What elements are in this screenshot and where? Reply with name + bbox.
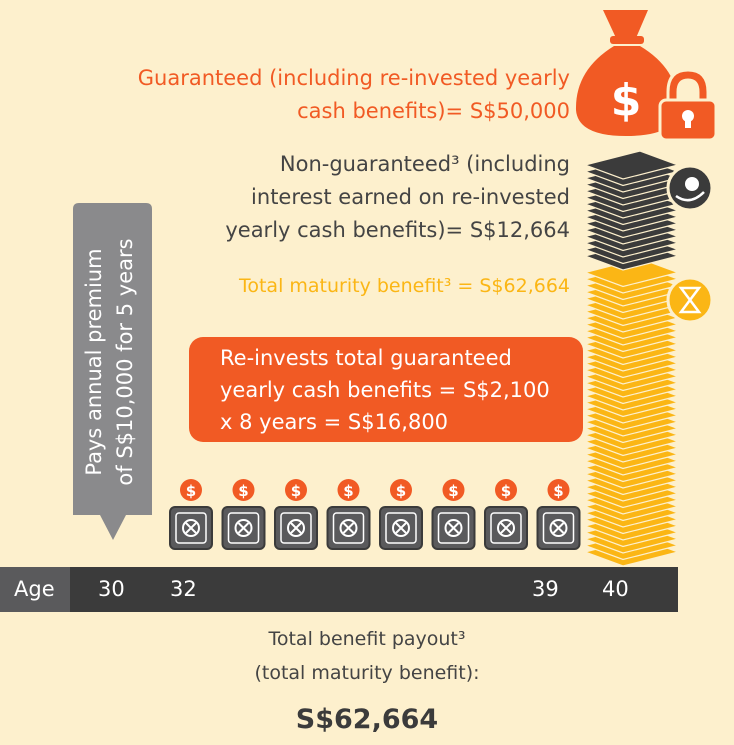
text-line: of S$10,000 for 5 years [113, 238, 137, 486]
coin [442, 479, 465, 501]
text-line: Total benefit payout³ [268, 628, 466, 650]
age: 39 [532, 577, 559, 601]
safe-cross [237, 522, 250, 534]
safe-dial [549, 519, 568, 537]
timeline-label-bg [0, 567, 70, 612]
safe-cross [185, 522, 197, 534]
safe-dial [497, 519, 515, 537]
premium-tag [73, 203, 152, 540]
timeline-bar [0, 567, 678, 612]
age: 30 [98, 577, 125, 601]
safe-cross [342, 522, 355, 534]
dark-layer [582, 150, 681, 180]
safe-door [280, 512, 312, 544]
safe-cross [290, 522, 302, 534]
age: 32 [170, 577, 197, 601]
safes: $ $ $ $ $ $ $ $ [169, 479, 581, 550]
coin-symbol: $ [291, 482, 301, 500]
coin-symbol: $ [186, 482, 196, 500]
safe-cross [447, 522, 460, 534]
text-line: cash benefits)= S$50,000 [297, 99, 570, 123]
safe-dial [444, 519, 463, 537]
coin-symbol: $ [396, 482, 406, 500]
age-label: Age [14, 577, 55, 601]
premium-text: Pays annual premium of S$10,000 for 5 ye… [79, 212, 141, 512]
text-line: yearly cash benefits)= S$12,664 [225, 218, 570, 242]
safe-cross [552, 522, 565, 534]
reinvest-box [189, 337, 583, 442]
coin [285, 479, 307, 501]
safe-cross [395, 522, 407, 534]
text-line: Re-invests total guaranteed [220, 346, 512, 370]
coin [390, 479, 412, 501]
safe-door [490, 512, 522, 544]
bag-symbol: $ [611, 75, 642, 126]
text-line: interest earned on re-invested [251, 185, 570, 209]
safe-door [175, 512, 207, 544]
hourglass-icon [666, 276, 714, 324]
guaranteed-text: Guaranteed (including re-invested yearly… [138, 62, 570, 128]
text-line: Pays annual premium [82, 248, 106, 476]
safe-door [332, 512, 365, 544]
coin [495, 479, 517, 501]
safe-dial [234, 519, 253, 537]
safe-cross [500, 522, 512, 534]
safe-dial [392, 519, 410, 537]
coin [547, 479, 570, 501]
safe-dial [339, 519, 358, 537]
text-line: x 8 years = S$16,800 [220, 410, 449, 434]
footer-text: Total benefit payout³ (total maturity be… [0, 622, 734, 690]
money-bag [575, 10, 718, 142]
total-maturity-text: Total maturity benefit³ = S$62,664 [238, 275, 570, 297]
footer-amount: S$62,664 [295, 704, 439, 735]
text-line: yearly cash benefits = S$2,100 [220, 378, 550, 402]
safe-door [385, 512, 417, 544]
non-guaranteed-text: Non-guaranteed³ (including interest earn… [225, 148, 570, 247]
safe-door [227, 512, 260, 544]
coin-symbol: $ [448, 482, 458, 500]
benefit-stack [582, 150, 681, 567]
coin-symbol: $ [501, 482, 511, 500]
safe-door [542, 512, 575, 544]
safe-dial [287, 519, 305, 537]
safe-door [437, 512, 470, 544]
coin [180, 479, 202, 501]
hand-coin-icon [666, 164, 714, 212]
reinvest-text: Re-invests total guaranteed yearly cash … [220, 342, 550, 438]
safe-dial [182, 519, 200, 537]
text-line: Guaranteed (including re-invested yearly [137, 66, 570, 90]
coin-symbol: $ [553, 482, 563, 500]
text-line: Non-guaranteed³ (including [279, 152, 570, 176]
coin [337, 479, 360, 501]
age: 40 [602, 577, 629, 601]
coin-symbol: $ [343, 482, 353, 500]
text-line: (total maturity benefit): [254, 662, 480, 684]
coin [232, 479, 255, 501]
coin-symbol: $ [238, 482, 248, 500]
